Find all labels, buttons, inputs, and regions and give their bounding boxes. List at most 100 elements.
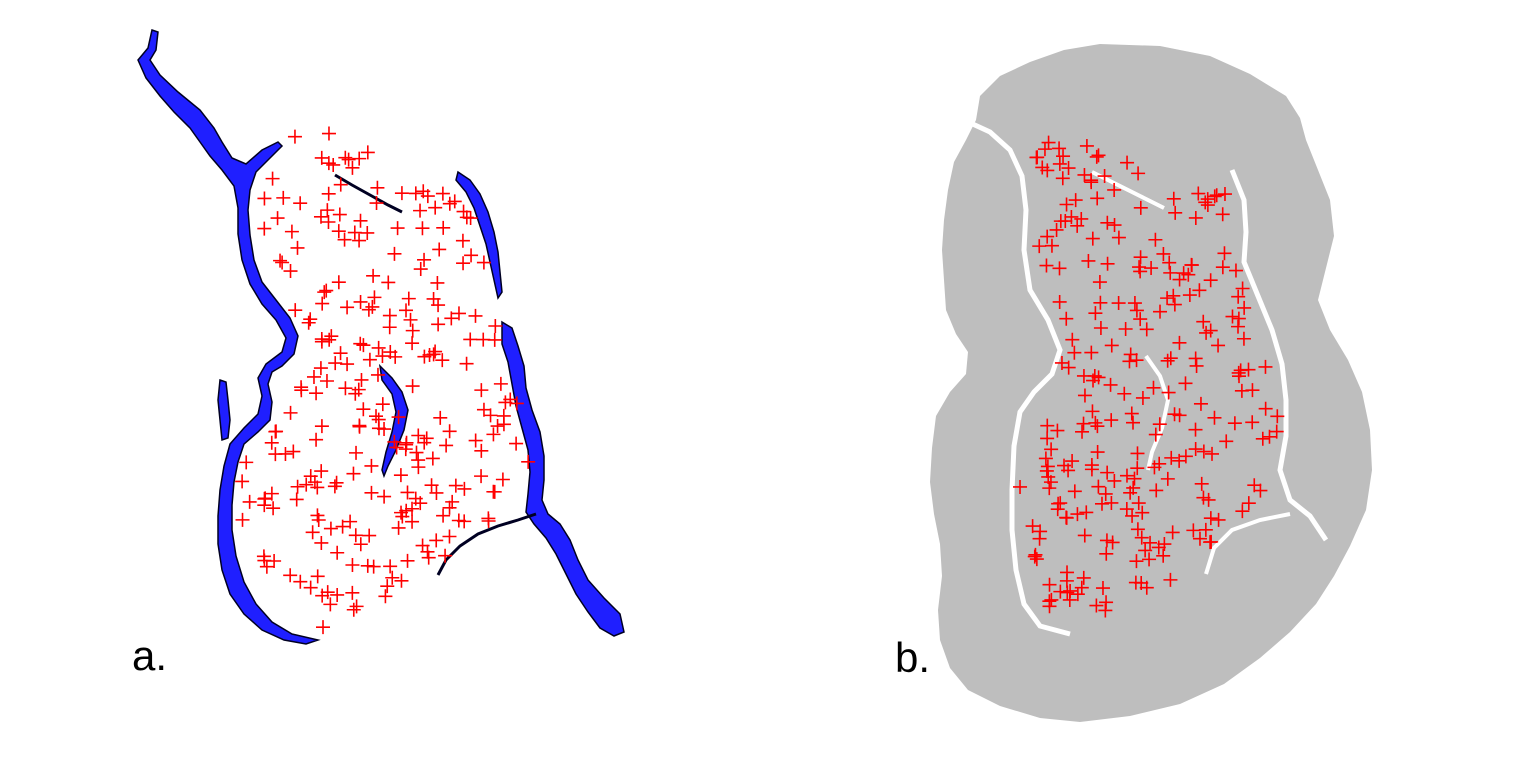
plus-icon: [283, 264, 298, 279]
plus-icon: [403, 312, 418, 327]
plus-icon: [495, 472, 510, 487]
plus-icon: [340, 357, 355, 372]
plus-icon: [436, 508, 451, 523]
plus-icon: [474, 383, 489, 398]
plus-icon: [476, 332, 491, 347]
plus-icon: [413, 203, 428, 218]
plus-icon: [1236, 331, 1251, 346]
plus-icon: [1129, 353, 1144, 368]
plus-icon: [1166, 191, 1181, 206]
plus-icon: [1097, 169, 1112, 184]
plus-icon: [1128, 575, 1143, 590]
plus-icon: [370, 367, 385, 382]
plus-icon: [1165, 525, 1180, 540]
plus-icon: [1055, 171, 1070, 186]
plus-icon: [393, 468, 408, 483]
plus-icon: [314, 464, 329, 479]
plus-icon: [288, 303, 303, 318]
channel-top: [334, 173, 403, 214]
plus-icon: [265, 171, 280, 186]
plus-icon: [1052, 294, 1067, 309]
plus-icon: [1160, 471, 1175, 486]
plus-icon: [1120, 155, 1135, 170]
plus-icon: [1040, 229, 1055, 244]
plus-icon: [476, 255, 491, 270]
plus-icon: [1119, 468, 1134, 483]
plus-icon: [432, 242, 447, 257]
plus-icon: [459, 356, 474, 371]
plus-icon: [391, 520, 406, 535]
plus-icon: [409, 445, 424, 460]
plus-icon: [310, 569, 325, 584]
plus-icon: [305, 525, 320, 540]
plus-icon: [1107, 473, 1122, 488]
plus-icon: [329, 475, 344, 490]
plus-icon: [1134, 530, 1149, 545]
plus-icon: [1149, 483, 1164, 498]
plus-icon: [351, 382, 366, 397]
plus-icon: [417, 435, 432, 450]
plus-icon: [459, 210, 474, 225]
plus-icon: [310, 508, 325, 523]
plus-icon: [1157, 537, 1172, 552]
plus-icon: [430, 275, 445, 290]
plus-icon: [417, 252, 432, 267]
plus-icon: [1059, 197, 1074, 212]
plus-icon: [362, 352, 377, 367]
plus-icon: [493, 376, 508, 391]
plus-icon: [360, 145, 375, 160]
plus-icon: [1215, 207, 1230, 222]
plus-icon: [1231, 289, 1246, 304]
plus-icon: [1117, 386, 1132, 401]
mask-gap-center: [1144, 354, 1171, 471]
plus-icon: [1184, 257, 1199, 272]
plus-icon: [1211, 338, 1226, 353]
plus-icon: [345, 585, 360, 600]
plus-icon: [429, 533, 444, 548]
plus-icon: [1146, 380, 1161, 395]
plus-icon: [417, 349, 432, 364]
plus-icon: [1074, 211, 1089, 226]
plus-icon: [356, 402, 371, 417]
plus-icon: [1198, 522, 1213, 537]
plus-icon: [442, 500, 457, 515]
plus-icon: [1037, 142, 1052, 157]
plus-icon: [276, 190, 291, 205]
plus-icon: [1059, 311, 1074, 326]
plus-icon: [1215, 260, 1230, 275]
plus-icon: [474, 443, 489, 458]
plus-icon: [405, 379, 420, 394]
plus-icon: [1090, 191, 1105, 206]
plus-icon: [488, 318, 503, 333]
plus-icon: [1262, 429, 1277, 444]
plus-icon: [242, 494, 257, 509]
plus-icon: [338, 381, 353, 396]
plus-icon: [324, 329, 339, 344]
plus-icon: [1111, 230, 1126, 245]
plus-icon: [1039, 463, 1054, 478]
plus-icon: [337, 232, 352, 247]
plus-icon: [1065, 332, 1080, 347]
plus-icon: [1167, 407, 1182, 422]
plus-icon: [1198, 195, 1213, 210]
plus-icon: [293, 196, 308, 211]
plus-icon: [438, 548, 453, 563]
plus-icon: [360, 225, 375, 240]
plus-icon: [266, 501, 281, 516]
plus-icon: [1124, 406, 1139, 421]
plus-icon: [1211, 512, 1226, 527]
plus-icon: [349, 445, 364, 460]
plus-icon: [444, 311, 459, 326]
plus-icon: [1040, 431, 1055, 446]
plus-icon: [319, 373, 334, 388]
plus-icon: [1100, 465, 1115, 480]
plus-icon: [382, 320, 397, 335]
plus-icon: [321, 126, 336, 141]
plus-icon: [1133, 200, 1148, 215]
plus-icon: [323, 597, 338, 612]
plus-icon: [1235, 504, 1250, 519]
plus-icon: [1056, 149, 1071, 164]
plus-icon: [364, 485, 379, 500]
plus-icon: [1193, 396, 1208, 411]
